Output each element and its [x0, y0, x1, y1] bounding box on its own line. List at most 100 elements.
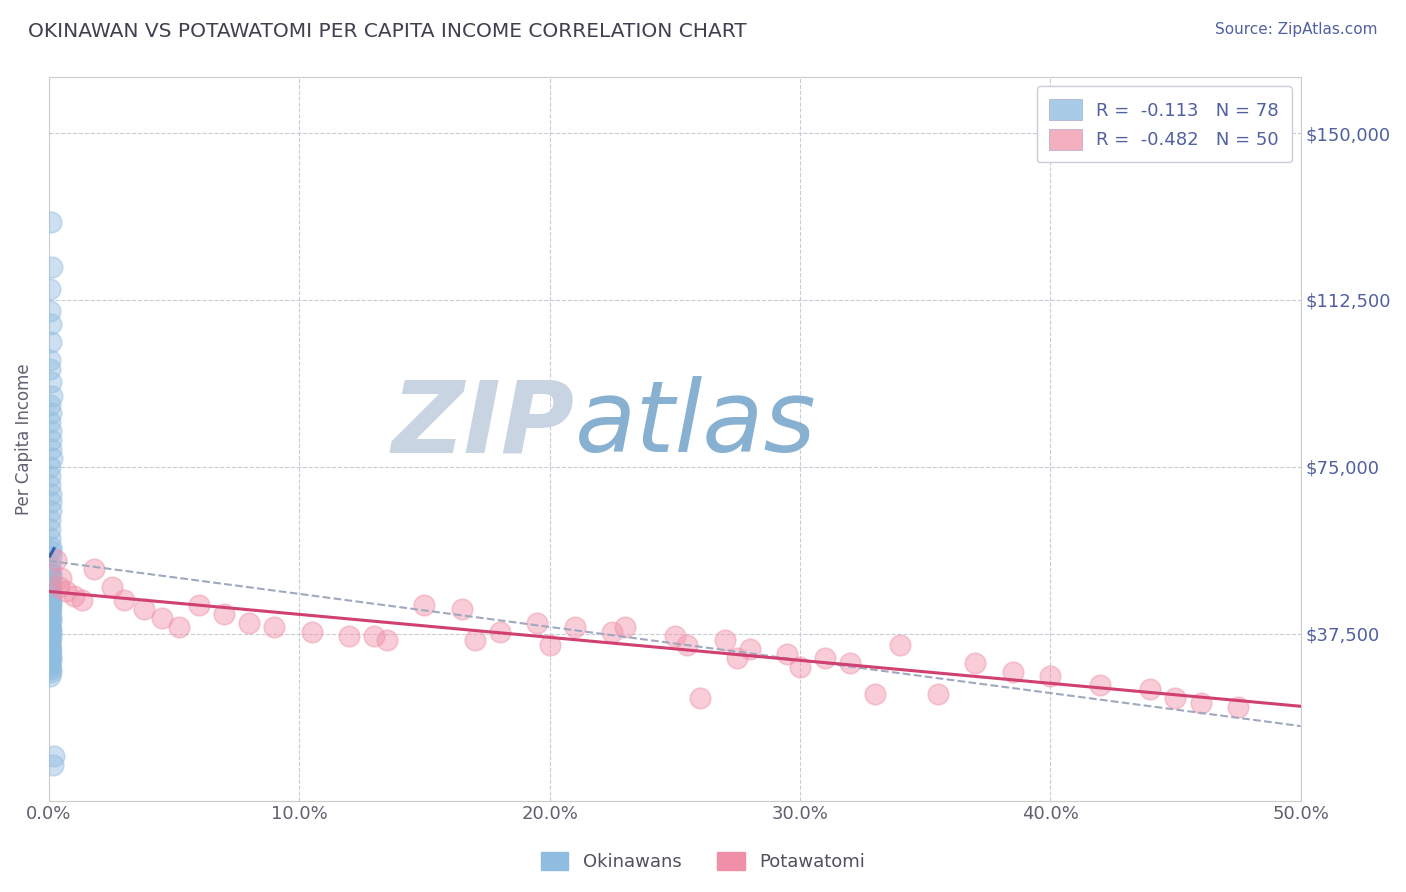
Point	[39, 633, 62, 648]
Text: OKINAWAN VS POTAWATOMI PER CAPITA INCOME CORRELATION CHART: OKINAWAN VS POTAWATOMI PER CAPITA INCOME…	[28, 22, 747, 41]
Point	[39, 600, 62, 615]
Point	[39, 486, 62, 500]
Point	[51, 571, 73, 585]
Point	[150, 611, 173, 625]
Point	[600, 624, 623, 639]
Point	[39, 624, 62, 639]
Text: atlas: atlas	[575, 376, 817, 473]
Text: ZIP: ZIP	[392, 376, 575, 473]
Point	[564, 620, 586, 634]
Point	[538, 638, 561, 652]
Point	[132, 602, 155, 616]
Point	[41, 389, 63, 403]
Point	[39, 648, 62, 663]
Point	[167, 620, 190, 634]
Point	[39, 607, 62, 621]
Point	[212, 607, 235, 621]
Point	[39, 602, 62, 616]
Point	[927, 687, 949, 701]
Point	[39, 575, 62, 590]
Point	[39, 638, 62, 652]
Point	[39, 282, 62, 296]
Point	[39, 611, 62, 625]
Point	[41, 540, 63, 554]
Point	[301, 624, 323, 639]
Point	[39, 622, 62, 636]
Point	[39, 459, 62, 474]
Point	[39, 582, 62, 597]
Point	[39, 653, 62, 667]
Point	[38, 598, 60, 612]
Point	[39, 304, 62, 318]
Point	[83, 562, 105, 576]
Point	[789, 660, 811, 674]
Point	[39, 631, 62, 645]
Point	[39, 433, 62, 447]
Point	[39, 647, 62, 661]
Point	[39, 442, 62, 456]
Point	[42, 758, 65, 772]
Point	[48, 580, 70, 594]
Point	[39, 629, 62, 643]
Point	[39, 335, 62, 350]
Point	[39, 640, 62, 654]
Point	[238, 615, 260, 630]
Point	[863, 687, 886, 701]
Point	[39, 615, 62, 630]
Point	[725, 651, 748, 665]
Point	[1227, 700, 1250, 714]
Point	[1090, 678, 1112, 692]
Point	[337, 629, 360, 643]
Point	[451, 602, 474, 616]
Point	[39, 558, 62, 572]
Point	[39, 406, 62, 420]
Point	[39, 398, 62, 412]
Point	[39, 657, 62, 672]
Point	[776, 647, 799, 661]
Point	[41, 376, 63, 390]
Point	[39, 589, 62, 603]
Legend: Okinawans, Potawatomi: Okinawans, Potawatomi	[534, 845, 872, 879]
Point	[889, 638, 911, 652]
Point	[1139, 682, 1161, 697]
Point	[39, 609, 62, 624]
Point	[39, 580, 62, 594]
Point	[39, 626, 62, 640]
Point	[738, 642, 761, 657]
Point	[39, 415, 62, 429]
Point	[41, 260, 63, 274]
Point	[689, 691, 711, 706]
Point	[39, 656, 62, 670]
Point	[39, 353, 62, 368]
Point	[39, 566, 62, 581]
Point	[42, 749, 65, 764]
Point	[39, 544, 62, 558]
Point	[45, 553, 67, 567]
Point	[39, 522, 62, 536]
Point	[1164, 691, 1187, 706]
Point	[488, 624, 510, 639]
Point	[39, 468, 62, 483]
Point	[39, 562, 62, 576]
Point	[39, 549, 62, 563]
Point	[1189, 696, 1212, 710]
Point	[39, 613, 62, 627]
Point	[39, 531, 62, 545]
Point	[676, 638, 699, 652]
Point	[39, 642, 62, 657]
Point	[965, 656, 987, 670]
Point	[526, 615, 548, 630]
Point	[63, 589, 86, 603]
Point	[1039, 669, 1062, 683]
Point	[375, 633, 398, 648]
Point	[39, 620, 62, 634]
Point	[70, 593, 93, 607]
Point	[39, 495, 62, 509]
Text: Source: ZipAtlas.com: Source: ZipAtlas.com	[1215, 22, 1378, 37]
Point	[39, 215, 62, 229]
Point	[39, 596, 62, 610]
Point	[1001, 665, 1024, 679]
Point	[39, 424, 62, 438]
Point	[39, 660, 62, 674]
Point	[55, 584, 77, 599]
